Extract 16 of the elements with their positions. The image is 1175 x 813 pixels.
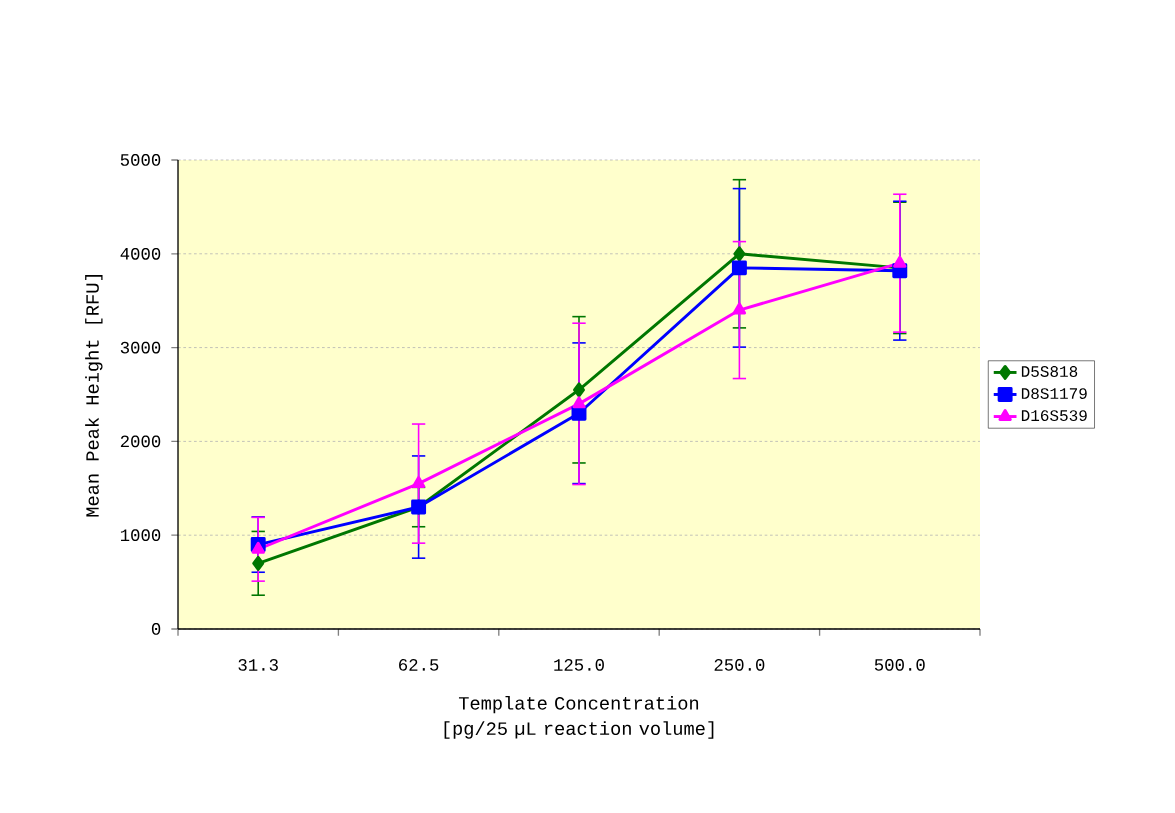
y-tick-label: 0	[151, 623, 161, 635]
x-tick-label: 250.0	[714, 659, 765, 671]
legend-label: D5S818	[1021, 366, 1078, 377]
y-tick-label: 4000	[120, 247, 161, 260]
y-tick-label: 3000	[120, 341, 161, 354]
x-tick-label: 500.0	[874, 659, 925, 671]
y-tick-label: 1000	[120, 529, 161, 542]
y-tick-label: 5000	[120, 154, 161, 166]
x-axis-title: Template Concentration [pg/25 µL reaction volume]	[444, 695, 714, 739]
y-axis-title: Mean Peak Height [RFU]	[85, 275, 103, 517]
x-tick-label: 125.0	[554, 659, 604, 671]
y-tick-label: 2000	[120, 435, 161, 448]
legend-label: D16S539	[1021, 410, 1087, 422]
legend-label: D8S1179	[1021, 388, 1087, 399]
x-tick-label: 62.5	[399, 659, 439, 671]
x-tick-label: 31.3	[238, 659, 278, 671]
